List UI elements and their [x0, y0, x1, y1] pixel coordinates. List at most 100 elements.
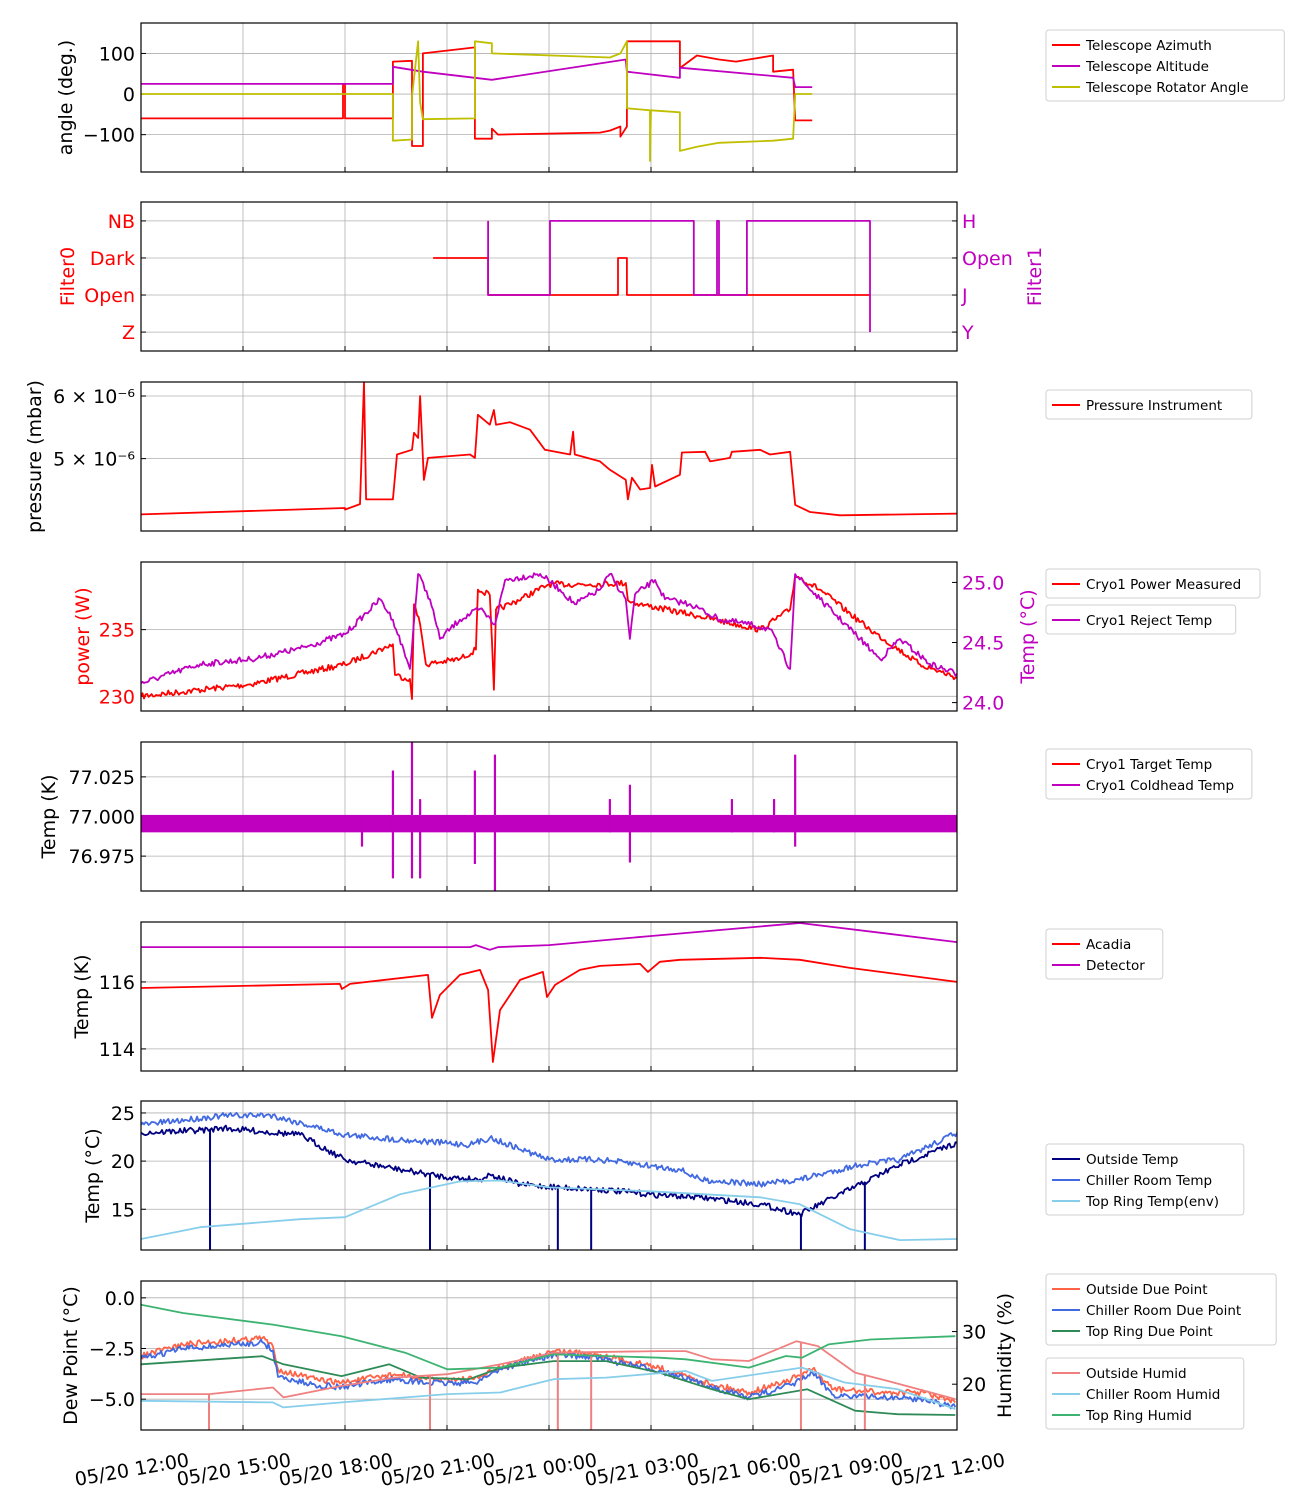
legend: Cryo1 Reject Temp [1045, 604, 1237, 635]
series-cryo1-power-measured-line [141, 574, 957, 700]
subplot-filters: NB Dark Open Z H Open JY Filter1 Filter0 [57, 201, 1046, 352]
legend: Acadia Detector [1045, 928, 1164, 980]
series-chiller-room-humid-line [141, 1366, 956, 1410]
legend-box [1045, 604, 1237, 635]
legend-label: Top Ring Due Point [1085, 1324, 1213, 1340]
series-top-ring-due-point-line [141, 1355, 956, 1416]
legend-box [1045, 389, 1253, 420]
plot-area [141, 742, 957, 891]
legend-box [1045, 1143, 1245, 1216]
plot-area [141, 382, 957, 517]
series-cryo1-coldhead-temp-band [141, 814, 957, 833]
y-tick-label: NB [108, 211, 135, 233]
subplot-ambient-temps: 25 20 15 Temp (°C) [82, 1100, 958, 1251]
plot-area [141, 40, 813, 162]
legend-label: Top Ring Temp(env) [1085, 1194, 1219, 1210]
legend-label: Outside Due Point [1086, 1282, 1208, 1298]
y-tick-label: 116 [99, 972, 135, 994]
axes-frame [140, 741, 958, 892]
legend-label: Pressure Instrument [1086, 398, 1222, 414]
legend: Outside Due Point Chiller Room Due Point T… [1045, 1273, 1277, 1346]
series-telescope-rotator-angle-line [141, 40, 813, 162]
y-tick-label: Z [122, 322, 135, 344]
legend-label: Detector [1086, 958, 1145, 974]
y-tick-label: −5.0 [89, 1389, 135, 1411]
series-pressure-instrument-line [141, 382, 957, 517]
series-chiller-room-due-point-line [141, 1338, 957, 1410]
plot-area [141, 1303, 957, 1430]
axes-frame [140, 22, 958, 173]
series-outside-due-point-line [141, 1335, 956, 1404]
legend: Outside Humid Chiller Room Humid Top Ring … [1045, 1357, 1245, 1430]
y-tick-label: 0.0 [105, 1288, 135, 1310]
legend: Outside Temp Chiller Room Temp Top Ring Te… [1045, 1143, 1245, 1216]
axes-frame [140, 1280, 958, 1431]
y-axis-label: Dew Point (°C) [60, 1286, 82, 1425]
y-tick-label: 6 × 10⁻⁶ [53, 386, 135, 408]
y-right-tick-label: Y [961, 322, 974, 344]
x-tick-label: 05/20 15:00 [175, 1449, 293, 1491]
legend: Cryo1 Power Measured [1045, 568, 1261, 599]
legend-label: Telescope Altitude [1085, 59, 1209, 75]
y-tick-label: 5 × 10⁻⁶ [53, 449, 135, 471]
legend: Cryo1 Target Temp Cryo1 Coldhead Temp [1045, 748, 1253, 800]
series-top-ring-temp-env--line [141, 1179, 957, 1241]
y-axis-label: Temp (K) [71, 955, 93, 1040]
y-tick-label: Dark [90, 248, 135, 270]
x-tick-label: 05/21 06:00 [685, 1449, 803, 1491]
legend-label: Telescope Azimuth [1085, 38, 1212, 54]
series-filter0-line [433, 257, 870, 296]
y-axis-label: angle (deg.) [55, 40, 77, 155]
series-chiller-room-temp-line [141, 1111, 957, 1188]
y-right-axis-label: Filter1 [1024, 247, 1046, 306]
y-axis-label: pressure (mbar) [24, 380, 46, 533]
x-tick-label: 05/20 21:00 [379, 1449, 497, 1491]
y-right-tick-label: J [961, 285, 968, 307]
legend-label: Outside Humid [1086, 1366, 1187, 1382]
plot-area [141, 922, 957, 1063]
y-axis-label: Filter0 [57, 247, 79, 306]
legend-box [1045, 1273, 1277, 1346]
y-right-axis-label: Humidity (%) [994, 1293, 1016, 1418]
legend-label: Outside Temp [1086, 1152, 1178, 1168]
subplot-telescope-angles: 100 0 −100 angle (deg.) [55, 22, 958, 173]
subplot-pressure: 6 × 10⁻⁶ 5 × 10⁻⁶ pressure (mbar) [24, 380, 958, 533]
y-right-tick-label: H [962, 211, 976, 233]
y-tick-label: 77.025 [69, 767, 135, 789]
series-filter1-line [487, 219, 871, 333]
legend-label: Cryo1 Coldhead Temp [1086, 778, 1234, 794]
y-right-tick-label: 24.0 [962, 693, 1004, 715]
legend-box [1045, 748, 1253, 800]
axes-frame [140, 561, 958, 712]
subplot-cryo1-power: 235 230 25.0 24.5 24.0 Temp (°C) power (W) [72, 561, 1039, 715]
x-tick-label: 05/21 09:00 [787, 1449, 905, 1491]
legend-box [1045, 1357, 1245, 1430]
axes-frame [140, 381, 958, 532]
y-tick-label: 114 [99, 1039, 135, 1061]
series-cryo1-coldhead-temp-band-fill [141, 814, 957, 833]
y-tick-label: 77.000 [69, 807, 135, 829]
legend: Telescope Azimuth Telescope Altitude Teles… [1045, 29, 1285, 102]
x-tick-label: 05/20 12:00 [73, 1449, 191, 1491]
y-axis-label: Temp (°C) [82, 1128, 104, 1223]
series-telescope-altitude-line [141, 58, 813, 88]
axes-frame [140, 921, 958, 1072]
legend-label: Cryo1 Target Temp [1086, 757, 1212, 773]
legend-label: Top Ring Humid [1085, 1408, 1192, 1424]
legend-box [1045, 568, 1261, 599]
series-cryo1-reject-temp-line [141, 572, 957, 685]
y-right-tick-label: 25.0 [962, 572, 1004, 594]
series-acadia-line [141, 956, 957, 1063]
series-outside-temp-line [141, 1124, 957, 1218]
y-tick-label: 25 [111, 1103, 135, 1125]
legend-label: Cryo1 Power Measured [1086, 577, 1241, 593]
y-tick-label: 100 [99, 43, 135, 65]
y-tick-label: 20 [111, 1151, 135, 1173]
subplot-cryo1-temps: 77.025 77.000 76.975 Temp (K) [38, 741, 958, 892]
legend-label: Chiller Room Humid [1086, 1387, 1220, 1403]
legend-label: Cryo1 Reject Temp [1086, 613, 1212, 629]
y-tick-label: 230 [99, 686, 135, 708]
legend-box [1045, 29, 1285, 102]
x-tick-label: 05/21 03:00 [583, 1449, 701, 1491]
plot-area [433, 219, 871, 333]
